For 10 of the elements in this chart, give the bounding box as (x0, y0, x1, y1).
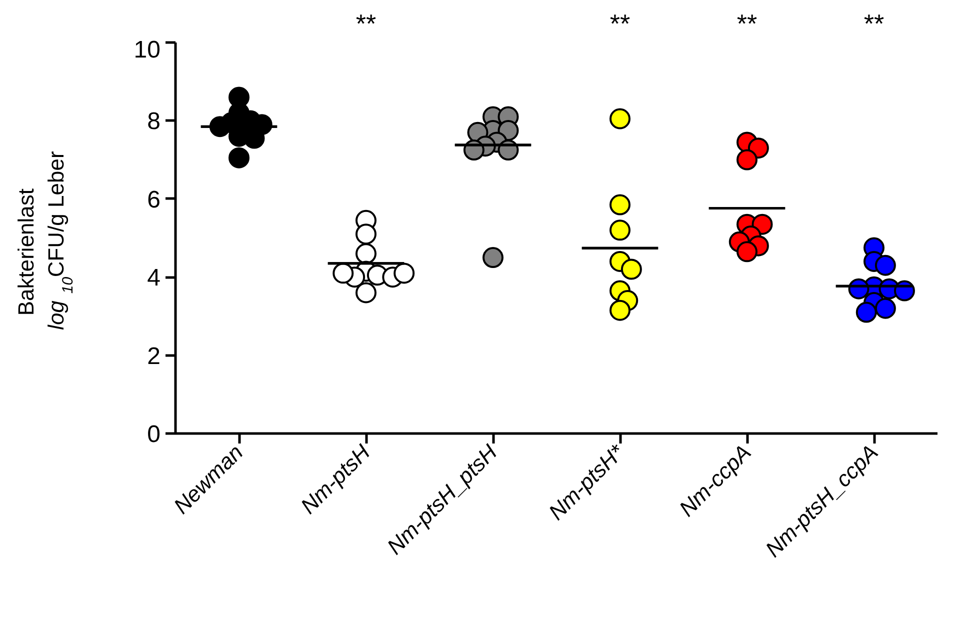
text: ** (610, 8, 630, 38)
y-tick-label: 10 (134, 36, 161, 64)
text: ** (864, 8, 884, 38)
y-tick-label: 2 (147, 342, 161, 370)
y-tick-label: 4 (147, 264, 161, 292)
y-tick-label: 8 (147, 108, 161, 136)
y-tick-label: 0 (147, 421, 161, 448)
text: ** (356, 8, 376, 38)
y-tick-label: 6 (147, 186, 161, 214)
text: ** (736, 8, 758, 38)
